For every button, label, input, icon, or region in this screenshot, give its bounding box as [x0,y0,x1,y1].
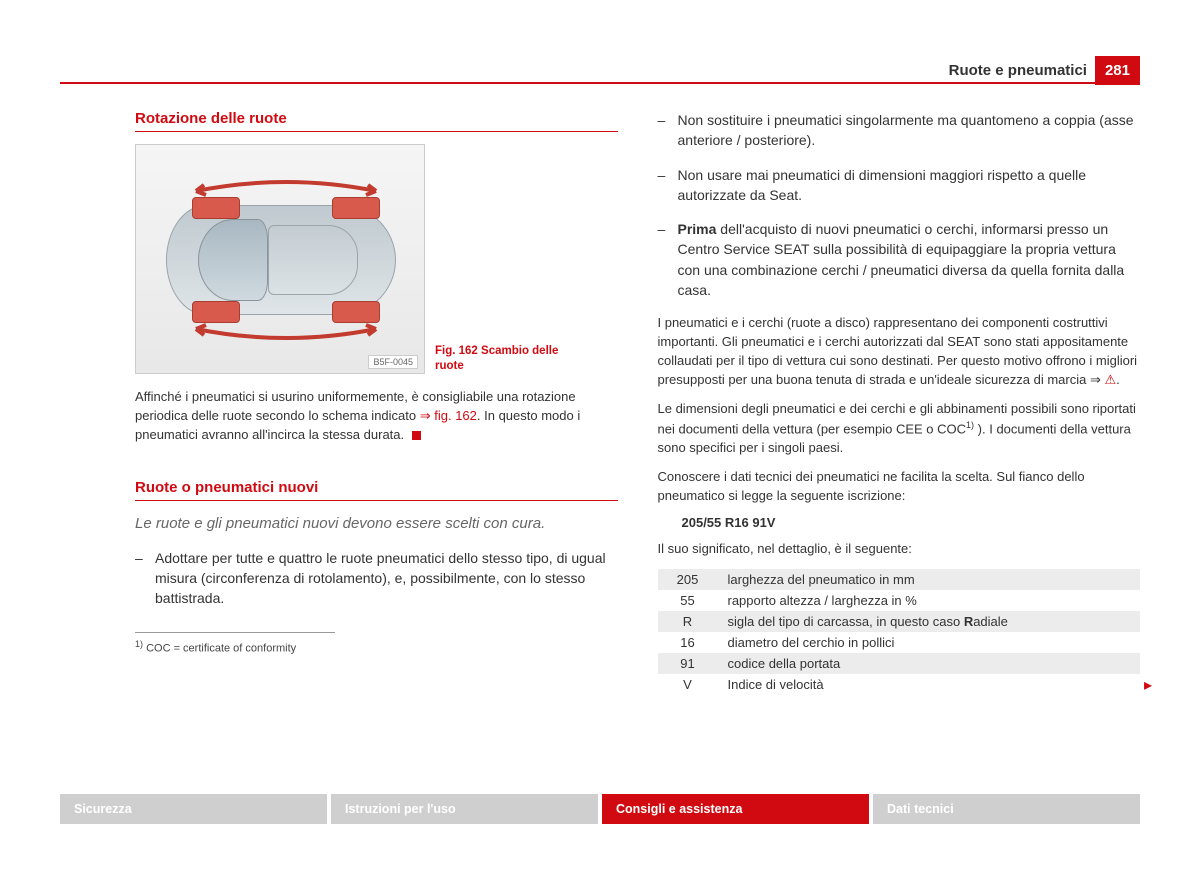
heading-rotation: Rotazione delle ruote [135,110,618,132]
footer-tabs: SicurezzaIstruzioni per l'usoConsigli e … [60,794,1140,824]
car-roof [268,225,358,295]
para-meaning: Il suo significato, nel dettaglio, è il … [658,540,1141,559]
spec-meaning: codice della portata [718,653,1141,674]
figure-caption: Fig. 162 Scambio delle ruote [435,344,585,374]
header-section: Ruote e pneumatici [949,62,1087,79]
rotation-arrow-bottom [186,323,386,349]
spec-meaning: Indice di velocità [718,674,1141,695]
table-row: 91codice della portata [658,653,1141,674]
heading-new-wheels: Ruote o pneumatici nuovi [135,479,618,501]
tire-spec-table: 205larghezza del pneumatico in mm55rappo… [658,569,1141,695]
footer-tab[interactable]: Consigli e assistenza [602,794,869,824]
bullet-prefix-bold: Prima [678,221,717,237]
bullet3-rest: dell'acquisto di nuovi pneumatici o cerc… [678,221,1125,298]
footer-tab[interactable]: Dati tecnici [873,794,1140,824]
wheel-front-right [192,301,240,323]
intro-italic: Le ruote e gli pneumatici nuovi devono e… [135,513,618,534]
wheel-rear-left [332,197,380,219]
fig-ref-link[interactable]: ⇒ fig. 162 [420,408,477,423]
car-windshield [198,219,268,301]
spec-code: 91 [658,653,718,674]
spec-meaning: sigla del tipo di carcassa, in questo ca… [718,611,1141,632]
spec-code: 55 [658,590,718,611]
figure-162: B5F-0045 Fig. 162 Scambio delle ruote [135,144,618,374]
para-a: I pneumatici e i cerchi (ruote a disco) … [658,315,1138,387]
wheel-rear-right [332,301,380,323]
table-row: 16diametro del cerchio in pollici [658,632,1141,653]
spec-meaning: rapporto altezza / larghezza in % [718,590,1141,611]
footer-tab[interactable]: Istruzioni per l'uso [331,794,598,824]
tire-code-example: 205/55 R16 91V [682,515,1141,530]
page-number-badge: 281 [1095,56,1140,85]
header-rule [60,82,1140,84]
para-tech-data: Conoscere i dati tecnici dei pneumatici … [658,468,1141,506]
spec-code: R [658,611,718,632]
footnote-marker: 1) [135,639,143,649]
table-row: Rsigla del tipo di carcassa, in questo c… [658,611,1141,632]
bullet-before-purchase: Prima dell'acquisto di nuovi pneumatici … [658,219,1141,300]
spec-code: 16 [658,632,718,653]
right-bullet-list: Non sostituire i pneumatici singolarment… [658,110,1141,300]
bullet-same-type: Adottare per tutte e quattro le ruote pn… [135,548,618,609]
figure-code: B5F-0045 [368,355,418,369]
page-header: Ruote e pneumatici 281 [949,56,1140,85]
figure-caption-prefix: Fig. 162 [435,345,478,357]
para-a-dot: . [1116,372,1120,387]
bullet-pair-replace: Non sostituire i pneumatici singolarment… [658,110,1141,151]
para-dimensions: Le dimensioni degli pneumatici e dei cer… [658,400,1141,458]
car-diagram: B5F-0045 [135,144,425,374]
left-bullet-list: Adottare per tutte e quattro le ruote pn… [135,548,618,609]
content-area: Rotazione delle ruote [135,110,1140,756]
table-row: VIndice di velocità [658,674,1141,695]
table-row: 55rapporto altezza / larghezza in % [658,590,1141,611]
right-column: Non sostituire i pneumatici singolarment… [658,110,1141,756]
footer-tab[interactable]: Sicurezza [60,794,327,824]
rotation-arrow-top [186,171,386,197]
footnote: 1) COC = certificate of conformity [135,639,618,655]
warning-triangle-icon: ⚠ [1104,371,1116,390]
spec-meaning: diametro del cerchio in pollici [718,632,1141,653]
spec-meaning: larghezza del pneumatico in mm [718,569,1141,590]
table-row: 205larghezza del pneumatico in mm [658,569,1141,590]
spec-code: 205 [658,569,718,590]
continue-arrow-icon: ▸ [1144,675,1152,695]
para-components: I pneumatici e i cerchi (ruote a disco) … [658,314,1141,390]
wheel-front-left [192,197,240,219]
section-end-marker [412,431,421,440]
bullet-no-larger: Non usare mai pneumatici di dimensioni m… [658,165,1141,206]
rotation-paragraph: Affinché i pneumatici si usurino uniform… [135,388,618,445]
footnote-rule [135,632,335,633]
coc-footnote-ref[interactable]: 1) [966,420,974,430]
left-column: Rotazione delle ruote [135,110,618,756]
footnote-text: COC = certificate of conformity [146,643,296,655]
spec-code: V [658,674,718,695]
